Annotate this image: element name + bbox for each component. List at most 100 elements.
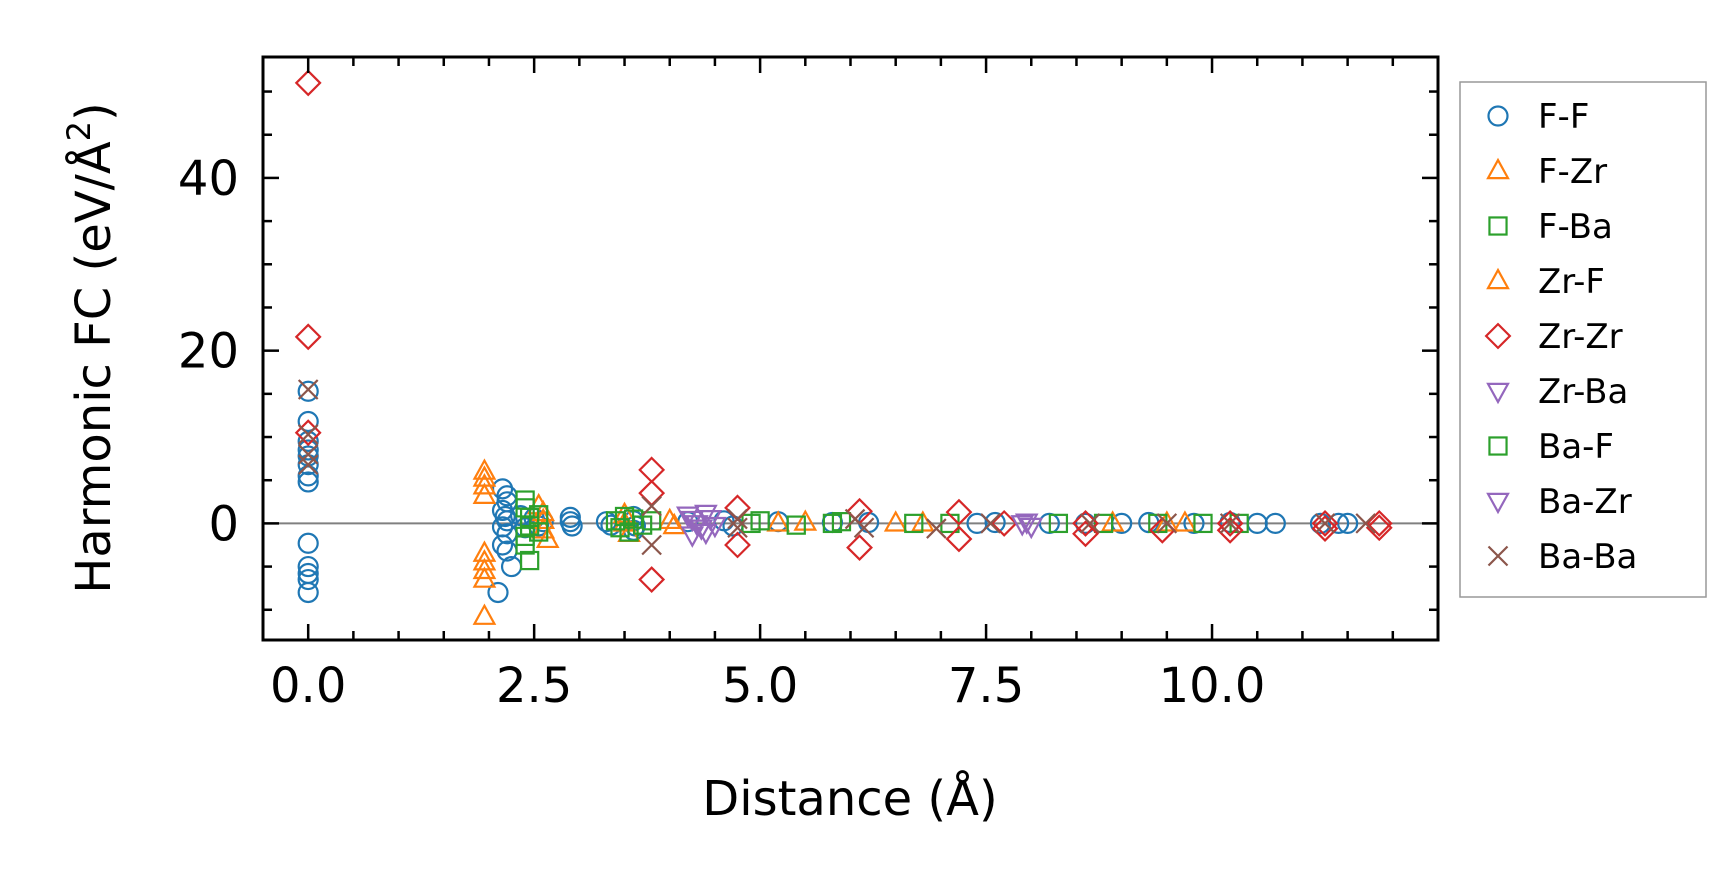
point-zr-zr	[846, 534, 873, 562]
legend-label-zr-zr: Zr-Zr	[1538, 317, 1623, 357]
point-zr-ba	[703, 516, 727, 539]
point-f-f	[297, 471, 319, 493]
point-f-ba	[831, 512, 852, 532]
point-zr-ba	[1010, 515, 1035, 537]
point-ba-ba	[641, 495, 662, 517]
point-f-f	[1264, 512, 1286, 535]
point-f-ba	[519, 550, 540, 571]
y-axis-title-superscript: 2	[60, 121, 98, 141]
point-f-f	[491, 534, 514, 556]
point-f-zr	[657, 507, 682, 530]
point-f-zr	[472, 482, 497, 504]
legend-marker-f-zr	[1486, 157, 1510, 180]
point-ba-ba	[297, 379, 319, 400]
point-zr-zr	[294, 323, 322, 351]
point-f-f	[487, 581, 509, 604]
point-f-f	[297, 439, 319, 461]
legend-marker-zr-f	[1486, 267, 1510, 290]
point-ba-ba	[980, 513, 1001, 534]
point-zr-zr	[1216, 516, 1244, 544]
point-zr-zr	[294, 419, 322, 447]
legend-label-ba-ba: Ba-Ba	[1538, 537, 1637, 577]
point-f-ba	[642, 511, 662, 531]
legend-label-zr-ba: Zr-Ba	[1538, 372, 1628, 412]
x-tick-label: 2.5	[496, 658, 572, 714]
point-zr-ba	[694, 504, 718, 527]
point-f-ba	[515, 535, 535, 555]
x-tick-label: 0.0	[270, 658, 346, 714]
point-zr-ba	[689, 519, 714, 541]
y-axis-title-main: Harmonic FC (eV/Å	[65, 141, 122, 594]
point-f-f	[297, 532, 319, 554]
point-zr-zr	[1216, 509, 1244, 537]
y-tick-label: 0	[208, 496, 239, 552]
legend-label-ba-f: Ba-F	[1538, 427, 1614, 467]
legend-label-f-f: F-F	[1538, 97, 1589, 137]
point-f-zr	[472, 603, 497, 625]
point-ba-ba	[297, 444, 319, 465]
legend-marker-ba-zr	[1486, 492, 1510, 515]
point-zr-zr	[638, 566, 666, 593]
point-f-zr	[472, 566, 497, 588]
point-ba-ba	[853, 517, 875, 538]
x-axis-title: Distance (Å)	[702, 770, 997, 827]
point-zr-ba	[1014, 513, 1039, 535]
point-f-ba	[786, 515, 806, 535]
point-zr-ba	[1019, 517, 1044, 540]
point-ba-ba	[641, 534, 662, 556]
point-ba-ba	[1314, 513, 1336, 534]
point-f-zr	[766, 510, 791, 532]
x-tick-label: 7.5	[948, 658, 1024, 714]
point-f-f	[297, 380, 319, 402]
point-f-f	[297, 555, 319, 578]
point-ba-ba	[727, 508, 748, 530]
point-f-f	[984, 511, 1006, 534]
point-f-f	[297, 581, 319, 604]
point-zr-zr	[1311, 509, 1339, 537]
point-f-zr	[662, 512, 687, 535]
point-f-ba	[1048, 513, 1069, 534]
point-ba-ba	[297, 454, 319, 475]
point-ba-ba	[1219, 513, 1241, 534]
y-tick-label: 20	[178, 324, 239, 380]
point-f-zr	[535, 526, 560, 549]
point-f-ba	[1193, 513, 1213, 534]
point-f-f	[297, 430, 319, 452]
point-f-ba	[1093, 513, 1114, 534]
point-ba-ba	[297, 424, 319, 445]
legend: F-F F-Zr F-Ba Zr-F Zr-Zr Zr-Ba Ba-F Ba-Zr Ba-Ba	[1459, 81, 1707, 598]
point-f-zr	[1173, 510, 1197, 532]
x-tick-label: 5.0	[722, 658, 798, 714]
point-zr-ba	[680, 526, 705, 548]
point-f-zr	[472, 458, 497, 480]
point-f-zr	[472, 557, 497, 580]
point-f-f	[1327, 512, 1350, 535]
point-ba-ba	[1156, 513, 1178, 534]
legend-marker-zr-zr	[1484, 322, 1512, 350]
point-zr-zr	[990, 509, 1018, 537]
legend-marker-zr-ba	[1486, 382, 1510, 405]
y-tick-label: 40	[178, 151, 239, 207]
y-axis-title: Harmonic FC (eV/Å2)	[60, 102, 122, 594]
point-ba-ba	[1355, 513, 1376, 534]
point-zr-zr	[724, 531, 751, 559]
point-f-zr	[472, 473, 497, 495]
point-f-f	[297, 465, 319, 487]
legend-label-zr-f: Zr-F	[1538, 262, 1605, 302]
point-f-f	[496, 510, 518, 532]
legend-marker-ba-f	[1488, 436, 1508, 456]
point-ba-ba	[1079, 513, 1101, 534]
point-f-f	[561, 515, 583, 537]
point-zr-zr	[1072, 520, 1099, 548]
point-f-f	[297, 568, 319, 591]
point-ba-ba	[727, 517, 748, 538]
point-zr-zr	[1311, 515, 1339, 543]
legend-label-f-zr: F-Zr	[1538, 152, 1607, 192]
point-zr-zr	[945, 498, 973, 526]
y-axis-title-close: )	[66, 102, 122, 121]
point-f-ba	[619, 522, 639, 542]
legend-marker-f-f	[1487, 105, 1509, 127]
legend-marker-ba-ba	[1487, 545, 1509, 567]
point-zr-zr	[945, 525, 973, 553]
